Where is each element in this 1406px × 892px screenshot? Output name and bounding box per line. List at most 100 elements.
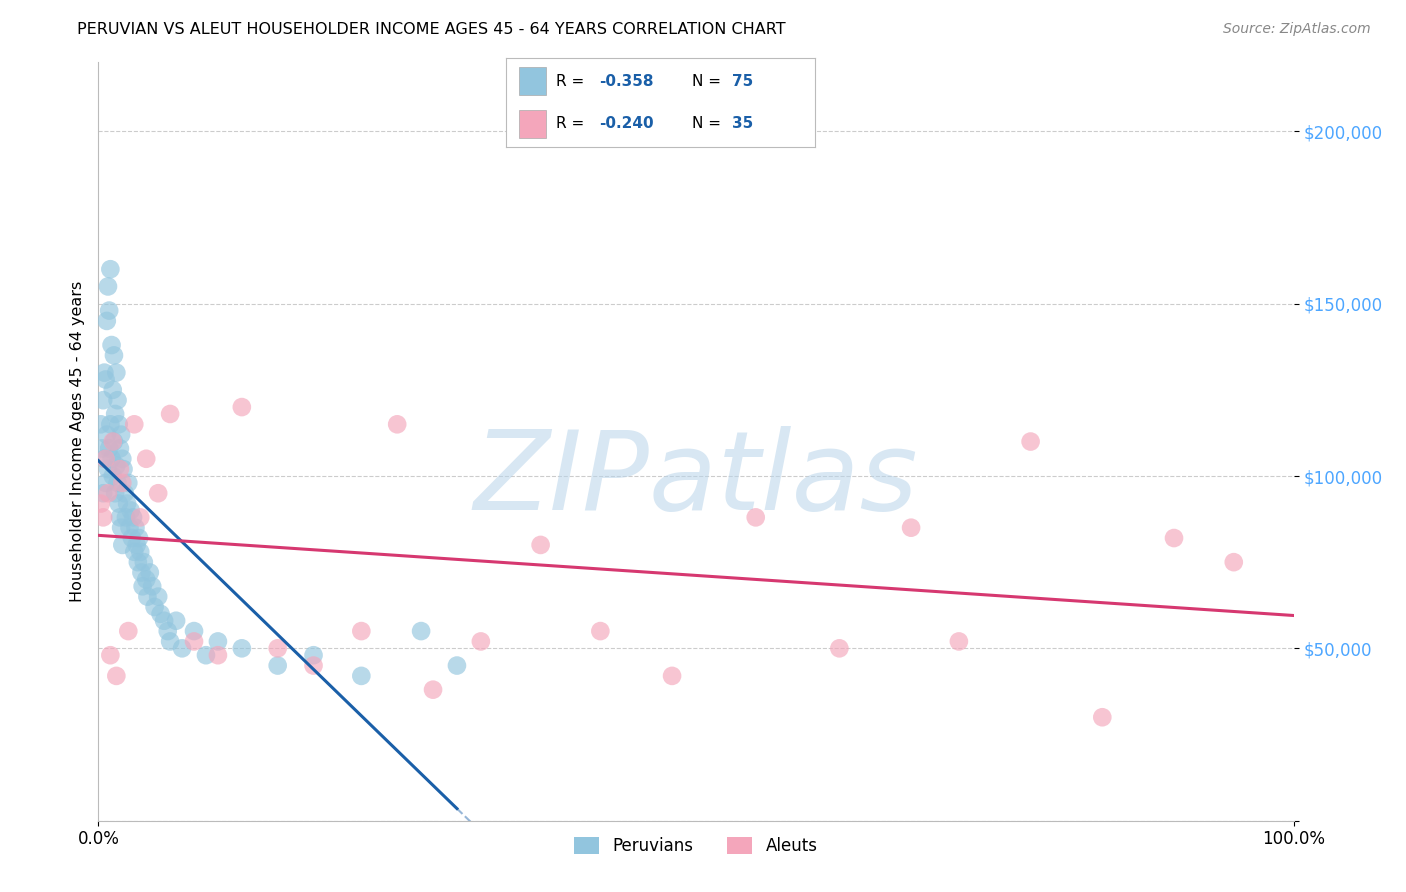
Point — [110, 521, 132, 535]
Text: -0.240: -0.240 — [599, 117, 654, 131]
Point — [91, 486, 114, 500]
Point — [589, 624, 612, 639]
Point — [117, 624, 139, 639]
Point — [108, 462, 131, 476]
Point — [91, 510, 114, 524]
Point — [1223, 555, 1246, 569]
Point — [1091, 710, 1114, 724]
Point — [195, 648, 218, 663]
Point — [100, 451, 122, 466]
Point — [117, 475, 139, 490]
Point — [948, 634, 970, 648]
Point — [111, 475, 134, 490]
Point — [93, 366, 115, 380]
Point — [131, 579, 153, 593]
Point — [129, 510, 152, 524]
Point — [93, 451, 115, 466]
Point — [131, 566, 153, 580]
Point — [231, 400, 253, 414]
Point — [97, 486, 120, 500]
Point — [828, 641, 851, 656]
Point — [302, 648, 325, 663]
Point — [148, 486, 170, 500]
Point — [115, 510, 138, 524]
Point — [159, 634, 181, 648]
FancyBboxPatch shape — [519, 67, 547, 95]
Point — [104, 486, 127, 500]
Point — [159, 407, 181, 421]
Point — [422, 682, 444, 697]
Point — [122, 510, 145, 524]
Point — [207, 648, 229, 663]
Point — [100, 338, 122, 352]
Point — [107, 497, 129, 511]
Point — [98, 262, 122, 277]
Point — [139, 566, 162, 580]
Point — [148, 590, 170, 604]
Point — [121, 531, 143, 545]
Point — [207, 634, 229, 648]
Point — [108, 510, 131, 524]
Point — [156, 624, 179, 639]
Point — [128, 531, 150, 545]
Point — [446, 658, 468, 673]
Point — [385, 417, 409, 432]
Point — [118, 521, 141, 535]
Point — [96, 427, 118, 442]
Point — [101, 383, 124, 397]
Point — [96, 314, 118, 328]
Point — [107, 475, 129, 490]
Text: Source: ZipAtlas.com: Source: ZipAtlas.com — [1223, 22, 1371, 37]
Point — [105, 669, 128, 683]
Point — [112, 462, 135, 476]
Point — [350, 669, 373, 683]
Point — [90, 417, 112, 432]
Point — [153, 614, 176, 628]
Point — [91, 442, 114, 456]
Y-axis label: Householder Income Ages 45 - 64 years: Householder Income Ages 45 - 64 years — [69, 281, 84, 602]
Point — [135, 451, 157, 466]
Point — [107, 393, 129, 408]
Point — [141, 579, 163, 593]
Text: PERUVIAN VS ALEUT HOUSEHOLDER INCOME AGES 45 - 64 YEARS CORRELATION CHART: PERUVIAN VS ALEUT HOUSEHOLDER INCOME AGE… — [77, 22, 786, 37]
Point — [143, 599, 166, 614]
Point — [98, 442, 121, 456]
Point — [125, 538, 148, 552]
Point — [98, 303, 121, 318]
Point — [127, 555, 149, 569]
Point — [132, 555, 155, 569]
Point — [124, 521, 146, 535]
Text: 75: 75 — [733, 74, 754, 88]
Point — [136, 590, 159, 604]
Point — [183, 634, 205, 648]
Point — [124, 417, 146, 432]
Point — [94, 372, 117, 386]
Point — [1019, 434, 1042, 449]
Point — [302, 658, 325, 673]
Point — [120, 503, 142, 517]
Point — [114, 486, 136, 500]
Point — [165, 614, 187, 628]
Text: 35: 35 — [733, 117, 754, 131]
Point — [94, 451, 117, 466]
Point — [115, 497, 138, 511]
Point — [105, 458, 128, 473]
Point — [97, 279, 120, 293]
Text: N =: N = — [692, 74, 725, 88]
Point — [107, 417, 129, 432]
FancyBboxPatch shape — [519, 110, 547, 138]
Point — [90, 497, 112, 511]
Point — [111, 538, 134, 552]
Point — [111, 451, 134, 466]
Point — [135, 573, 157, 587]
Point — [97, 462, 120, 476]
Point — [101, 469, 124, 483]
Point — [470, 634, 492, 648]
Text: N =: N = — [692, 117, 725, 131]
Point — [98, 417, 122, 432]
Point — [110, 427, 132, 442]
Point — [108, 442, 131, 456]
Point — [91, 393, 114, 408]
Point — [350, 624, 373, 639]
Point — [172, 641, 194, 656]
